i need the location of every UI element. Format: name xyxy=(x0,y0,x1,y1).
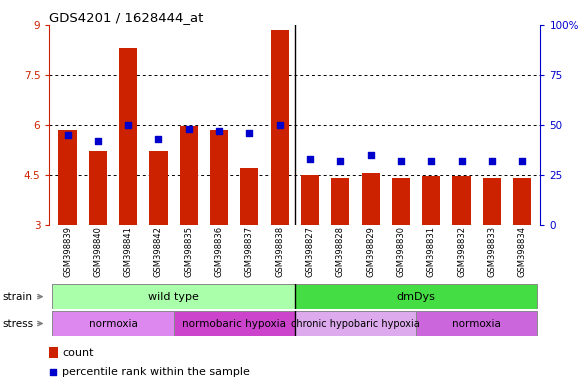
Text: strain: strain xyxy=(3,291,33,302)
Point xyxy=(49,369,58,375)
Text: chronic hypobaric hypoxia: chronic hypobaric hypoxia xyxy=(291,318,420,329)
Bar xyxy=(422,176,440,225)
Point xyxy=(396,158,406,164)
Bar xyxy=(241,168,259,225)
Bar xyxy=(513,178,531,225)
Point xyxy=(426,158,436,164)
Text: dmDys: dmDys xyxy=(397,291,436,302)
Point xyxy=(214,128,224,134)
Text: count: count xyxy=(63,348,94,358)
Text: stress: stress xyxy=(3,318,34,329)
Bar xyxy=(180,126,198,225)
Bar xyxy=(49,347,58,358)
Text: normoxia: normoxia xyxy=(452,318,501,329)
Point xyxy=(336,158,345,164)
Point xyxy=(366,152,375,158)
Bar xyxy=(453,176,471,225)
Bar xyxy=(392,178,410,225)
Bar xyxy=(271,30,289,225)
Point xyxy=(306,156,315,162)
Text: wild type: wild type xyxy=(148,291,199,302)
Text: normoxia: normoxia xyxy=(88,318,138,329)
Bar xyxy=(52,311,174,336)
Text: normobaric hypoxia: normobaric hypoxia xyxy=(182,318,286,329)
Point xyxy=(93,138,102,144)
Bar xyxy=(52,284,295,309)
Bar xyxy=(89,151,107,225)
Text: percentile rank within the sample: percentile rank within the sample xyxy=(63,367,250,377)
Bar xyxy=(59,130,77,225)
Text: GDS4201 / 1628444_at: GDS4201 / 1628444_at xyxy=(49,12,204,25)
Point xyxy=(154,136,163,142)
Point xyxy=(518,158,527,164)
Point xyxy=(245,130,254,136)
Bar xyxy=(295,311,416,336)
Point xyxy=(275,122,284,128)
Bar xyxy=(119,48,137,225)
Point xyxy=(457,158,466,164)
Bar xyxy=(210,130,228,225)
Bar xyxy=(149,151,167,225)
Bar xyxy=(174,311,295,336)
Point xyxy=(184,126,193,132)
Bar xyxy=(361,173,380,225)
Bar xyxy=(295,284,537,309)
Bar xyxy=(331,178,349,225)
Bar xyxy=(483,178,501,225)
Bar xyxy=(301,175,319,225)
Bar xyxy=(416,311,537,336)
Point xyxy=(63,132,72,138)
Point xyxy=(487,158,497,164)
Point xyxy=(124,122,133,128)
